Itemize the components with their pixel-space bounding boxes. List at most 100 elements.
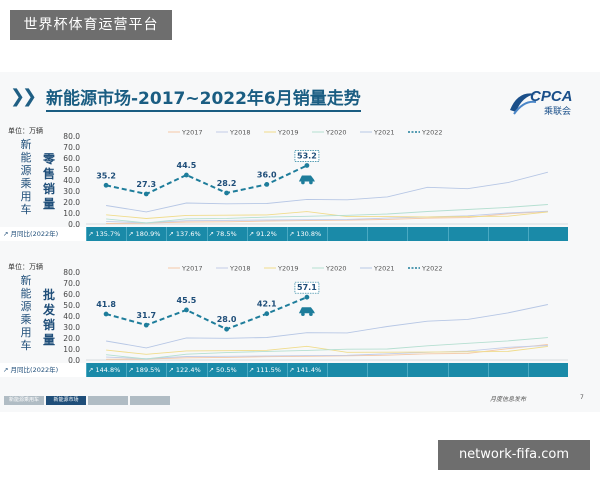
vertical-char: 能 (20, 151, 32, 164)
series-line (106, 210, 548, 224)
data-point (143, 322, 149, 328)
data-point (143, 191, 149, 197)
y-tick-label: 0.0 (68, 220, 80, 229)
mom-value: 141.4% (296, 366, 322, 374)
data-label: 35.2 (96, 171, 116, 180)
y-tick-label: 80.0 (63, 132, 80, 141)
retail-chart-panel: 单位：万辆 新能源乘用车 零售销量 0.0 10.0 20.0 30.0 40.0 50.… (0, 126, 600, 286)
trend-up-icon: ↗ (88, 366, 96, 374)
legend-label: Y2018 (229, 129, 251, 137)
mom-row: ↗ 月同比(2022年) ↗ 135.7% ↗ 180.9% ↗ 137.6% ↗ 7… (0, 227, 568, 241)
y-tick-label: 60.0 (63, 154, 80, 163)
trend-up-icon: ↗ (3, 230, 9, 238)
mom-cell: ↗ 137.6% (166, 227, 206, 241)
y-tick-label: 50.0 (63, 165, 80, 174)
data-point (184, 172, 189, 178)
legend-label: Y2022 (421, 129, 443, 137)
mom-value: 91.2% (256, 230, 277, 238)
mom-value: 137.6% (175, 230, 201, 238)
series-line (105, 164, 308, 196)
vertical-char: 能 (20, 287, 32, 300)
mom-cell: ↗ 144.8% (86, 363, 126, 377)
series-line (106, 345, 548, 360)
mom-cell: ↗ 122.4% (166, 363, 206, 377)
mom-value: 122.4% (175, 366, 201, 374)
slide-tab[interactable]: 新能源市场 (46, 396, 86, 405)
logo-text: CPCA (530, 88, 573, 105)
vertical-char: 量 (42, 197, 55, 211)
mom-row: ↗ 月同比(2022年) ↗ 144.8% ↗ 189.5% ↗ 122.4% ↗ 5… (0, 363, 568, 377)
data-point (264, 311, 270, 317)
trend-up-icon: ↗ (208, 230, 217, 238)
mom-value: 78.5% (216, 230, 237, 238)
mom-cell: ↗ 141.4% (286, 363, 327, 377)
trend-up-icon: ↗ (168, 366, 176, 374)
legend-label: Y2017 (181, 129, 203, 137)
legend-label: Y2021 (373, 265, 395, 273)
slide-tab[interactable] (88, 396, 128, 405)
series-line (106, 345, 548, 355)
trend-up-icon: ↗ (128, 230, 136, 238)
slide-tab[interactable]: 新能源乘用车 (4, 396, 44, 405)
wholesale-chart-panel: 单位：万辆 新能源乘用车 批发销量 0.0 10.0 20.0 30.0 40.0 50.… (0, 262, 600, 422)
chart-subtitle-vertical: 零售销量 (42, 152, 56, 212)
y-tick-label: 40.0 (63, 312, 80, 321)
vertical-char: 销 (42, 318, 55, 332)
swoosh-icon (510, 93, 537, 115)
trend-up-icon: ↗ (128, 366, 136, 374)
slide-tab[interactable] (130, 396, 170, 405)
mom-cell: ↗ 135.7% (86, 227, 126, 241)
trend-up-icon: ↗ (208, 366, 217, 374)
mom-cell (447, 227, 488, 241)
vertical-char: 销 (42, 182, 55, 196)
data-label: 36.0 (257, 170, 277, 179)
vertical-char: 用 (20, 326, 32, 339)
site-badge[interactable]: 世界杯体育运营平台 (10, 10, 172, 40)
mom-value: 144.8% (95, 366, 121, 374)
mom-cell: ↗ 78.5% (206, 227, 247, 241)
page-number: 7 (580, 394, 584, 401)
mom-cell (367, 363, 407, 377)
data-label: 45.5 (177, 296, 197, 305)
y-tick-label: 50.0 (63, 301, 80, 310)
mom-row-label: ↗ 月同比(2022年) (0, 227, 86, 241)
y-tick-label: 20.0 (63, 198, 80, 207)
mom-cell: ↗ 50.5% (206, 363, 247, 377)
mom-value: 50.5% (216, 366, 237, 374)
car-icon (298, 175, 315, 185)
mom-cell (407, 363, 447, 377)
series-line (106, 343, 548, 360)
category-vertical-label: 新能源乘用车 (20, 274, 32, 352)
data-label: 57.1 (297, 283, 317, 292)
trend-up-icon: ↗ (3, 366, 9, 374)
trend-up-icon: ↗ (168, 230, 176, 238)
y-tick-label: 60.0 (63, 290, 80, 299)
data-label: 28.0 (217, 315, 237, 324)
vertical-char: 发 (42, 303, 55, 317)
mom-value: 130.8% (296, 230, 322, 238)
vertical-char: 量 (42, 333, 55, 347)
site-footer-domain[interactable]: network-fifa.com (438, 440, 590, 470)
mom-cell (327, 363, 367, 377)
trend-up-icon: ↗ (288, 366, 297, 374)
data-point (224, 326, 229, 332)
mom-value: 111.5% (256, 366, 281, 374)
legend-label: Y2019 (277, 129, 299, 137)
chart-subtitle-vertical: 批发销量 (42, 288, 56, 348)
highlight-box (294, 281, 320, 294)
series-line (106, 204, 548, 224)
vertical-char: 售 (42, 167, 55, 181)
y-tick-label: 80.0 (63, 268, 80, 277)
vertical-char: 用 (20, 190, 32, 203)
legend-label: Y2021 (373, 129, 395, 137)
unit-label: 单位：万辆 (8, 263, 43, 271)
data-point (184, 307, 189, 313)
mom-cell (487, 227, 528, 241)
legend-label: Y2019 (277, 265, 299, 273)
y-tick-label: 70.0 (63, 143, 80, 152)
data-label: 53.2 (297, 151, 317, 160)
vertical-char: 源 (20, 300, 32, 313)
y-tick-label: 10.0 (63, 345, 80, 354)
mom-value: 180.9% (135, 230, 161, 238)
legend-label: Y2020 (325, 265, 347, 273)
